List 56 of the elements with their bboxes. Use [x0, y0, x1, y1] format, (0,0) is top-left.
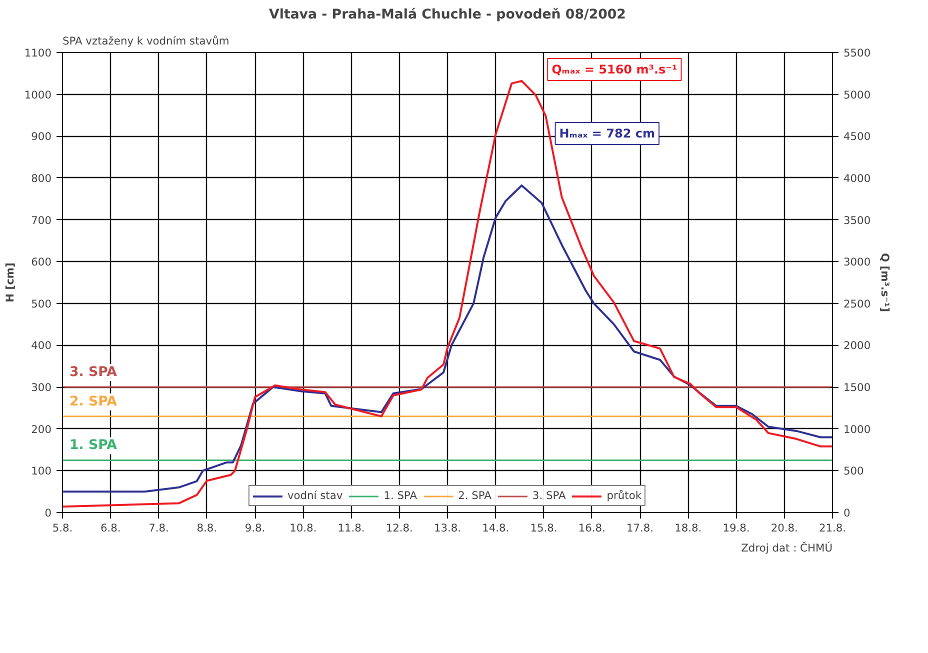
annotation: Qₘₐₓ = 5160 m³.s⁻¹ [552, 62, 678, 76]
y-tick-label: 200 [31, 422, 52, 436]
y2-tick-label: 5500 [844, 46, 871, 60]
y2-tick-label: 0 [844, 506, 850, 520]
y2-axis-title: Q [m³.s⁻¹] [878, 253, 892, 312]
x-tick-label: 13.8. [434, 522, 462, 534]
legend-label: 2. SPA [458, 489, 492, 502]
x-tick-label: 16.8. [578, 522, 606, 534]
y-tick-label: 300 [31, 381, 52, 394]
x-tick-label: 17.8. [626, 522, 654, 534]
x-tick-label: 10.8. [290, 522, 317, 534]
legend-label: 1. SPA [384, 489, 418, 502]
x-tick-label: 15.8. [530, 522, 558, 534]
text: 3. SPA [70, 365, 117, 380]
x-tick-label: 19.8. [722, 522, 750, 534]
y2-tick-label: 5000 [844, 88, 871, 102]
y2-tick-label: 2500 [844, 297, 871, 310]
y2-tick-label: 1000 [844, 422, 871, 436]
y-tick-label: 700 [31, 214, 52, 227]
text: Zdroj dat : ČHMÚ [741, 542, 833, 554]
x-tick-label: 8.8. [196, 522, 218, 534]
chart-title: Vltava - Praha-Malá Chuchle - povodeň 08/2002 [269, 8, 626, 22]
x-tick-label: 5.8. [52, 522, 73, 534]
x-tick-label: 9.8. [244, 522, 266, 534]
y2-tick-label: 3000 [844, 256, 871, 269]
y-tick-label: 100 [31, 464, 52, 478]
legend-label: 3. SPA [532, 489, 566, 502]
legend-label: průtok [606, 489, 642, 502]
y-tick-label: 500 [31, 297, 52, 310]
y-tick-label: 1100 [24, 46, 52, 60]
x-tick-label: 20.8. [770, 522, 798, 534]
y-tick-label: 900 [31, 130, 52, 144]
x-tick-label: 11.8. [338, 522, 365, 534]
y2-tick-label: 2000 [844, 339, 871, 352]
text: SPA vztaženy k vodním stavům [62, 34, 230, 48]
y2-tick-label: 4500 [844, 130, 871, 144]
annotation: Hₘₐₓ = 782 cm [559, 126, 656, 140]
y-tick-label: 1000 [24, 88, 52, 102]
y2-tick-label: 500 [844, 464, 864, 478]
legend-label: vodní stav [287, 489, 343, 502]
y-tick-label: 600 [31, 256, 52, 269]
text: 2. SPA [70, 394, 117, 410]
y-axis-title: H [cm] [3, 262, 16, 302]
x-tick-label: 7.8. [148, 522, 169, 534]
y2-tick-label: 1500 [844, 381, 871, 394]
y-tick-label: 0 [44, 506, 52, 520]
y2-tick-label: 4000 [844, 172, 871, 185]
x-tick-label: 18.8. [674, 522, 702, 534]
x-tick-label: 6.8. [100, 522, 121, 534]
x-tick-label: 21.8. [818, 522, 846, 534]
y-tick-label: 800 [31, 172, 52, 185]
y2-tick-label: 3500 [844, 214, 871, 227]
y-tick-label: 400 [31, 339, 52, 352]
x-tick-label: 14.8. [482, 522, 510, 534]
x-tick-label: 12.8. [386, 522, 413, 534]
text: 1. SPA [70, 438, 117, 454]
